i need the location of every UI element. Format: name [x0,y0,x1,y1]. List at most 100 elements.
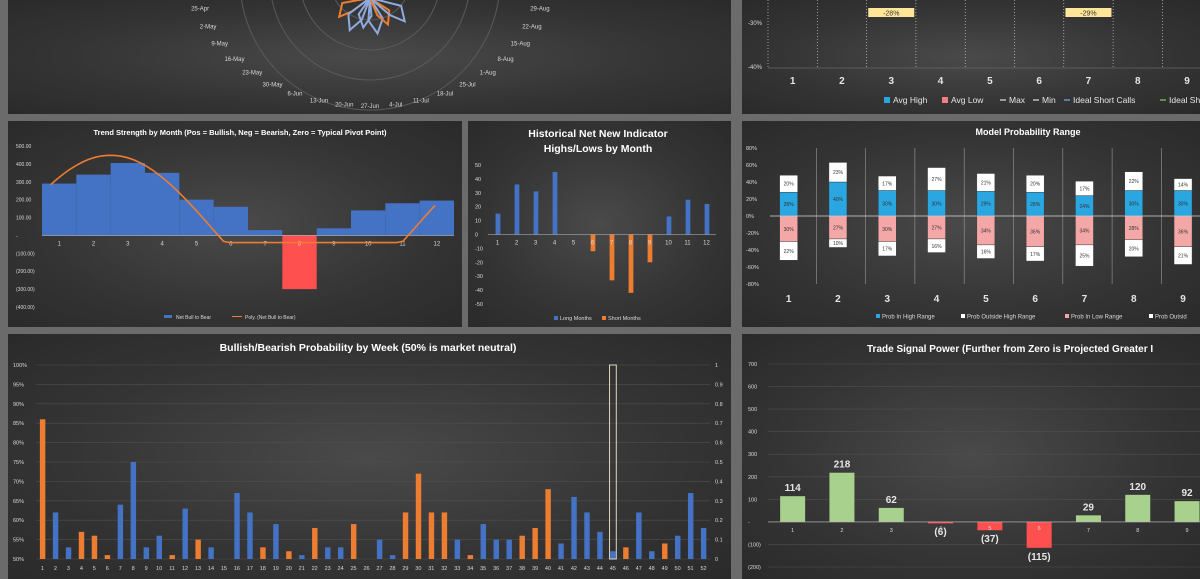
legend-label: Min [1042,95,1056,105]
legend-swatch [1149,314,1153,318]
bar [977,521,1003,531]
x-tick: 11 [399,241,406,247]
data-label: 36% [1178,229,1189,235]
data-label: 29% [981,202,992,208]
bar [415,473,422,559]
data-label: 30% [882,227,893,233]
x-tick: 48 [649,566,655,572]
bar [704,203,710,235]
bar [234,493,240,559]
data-label-box [868,8,915,17]
radar-label: 18-Jul [437,92,453,98]
bar [260,547,266,559]
bar [597,531,603,559]
x-tick: 47 [636,566,642,572]
x-tick: 24 [338,566,344,572]
bar [700,527,707,559]
radar-label: 6-Jun [287,92,302,98]
y-tick: 200 [748,475,757,481]
radar-label: 2-May [200,25,217,31]
bar [156,535,162,559]
x-tick: 1 [791,528,794,534]
radar-ring [271,0,469,81]
x-tick: 45 [610,566,616,572]
data-label: 62 [886,495,898,506]
bar [780,496,806,522]
stacked-segment [878,175,897,191]
x-tick: 2 [835,294,841,305]
radar-petal [369,0,391,27]
radar-ring [241,0,499,111]
x-tick: 3 [890,528,893,534]
x-tick: 4 [934,294,940,305]
y-tick: -20% [746,231,759,237]
x-tick: 19 [273,566,279,572]
stacked-segment [1124,239,1143,258]
legend-label: Prob Outsid [1155,315,1187,321]
x-tick: 5 [93,566,96,572]
data-label: 120 [1129,482,1146,493]
y-tick: 10 [475,219,481,225]
bar [110,162,145,236]
chart-title: Trend Strength by Month (Pos = Bullish, … [93,128,387,137]
y-tick: 20 [475,205,481,211]
y2-tick: 0.1 [715,538,723,544]
stacked-segment [878,241,897,257]
bar [419,200,454,236]
data-label: 27% [932,177,943,183]
legend-label: Net Bull to Bear [176,315,211,321]
bar [351,210,386,236]
x-tick: 11 [169,566,175,572]
bar [208,547,214,559]
x-tick: 34 [467,566,473,572]
y-tick: 40 [475,177,481,183]
x-tick: 6 [1036,76,1042,87]
bar [247,512,253,559]
data-label: (37) [981,534,999,545]
x-tick: 32 [441,566,447,572]
data-label: 30% [784,227,795,233]
x-tick: 2 [92,241,96,247]
data-label-box [1065,8,1112,17]
data-label: 14% [1178,183,1189,189]
bar [685,199,691,235]
data-label: 17% [1030,252,1041,258]
bar [495,213,501,235]
bar [76,174,111,236]
y-tick: -50 [475,302,483,308]
chart-title: Historical Net New Indicator [528,128,667,140]
x-tick: 7 [1087,528,1090,534]
bar [179,199,214,236]
y-tick: 65% [13,499,24,505]
net-new-chart: Historical Net New Indicator Highs/Lows b… [475,128,716,322]
radar-label: 16-May [224,57,244,63]
data-label: 34% [1079,228,1090,234]
x-tick: 37 [506,566,512,572]
data-label: 23% [833,170,844,176]
y-tick: - [748,520,750,526]
x-tick: 46 [623,566,629,572]
x-tick: 5 [195,241,199,247]
bar [286,551,292,559]
chart-title: Bullish/Bearish Probability by Week (50%… [220,342,517,354]
y-tick: 100 [748,497,757,503]
legend-label: Avg High [893,95,928,105]
bar [662,543,668,559]
bar [666,216,672,235]
data-label: 30% [1178,201,1189,207]
legend-swatch [942,97,948,103]
x-tick: 2 [515,241,519,247]
data-label: 16% [981,250,992,256]
x-tick: 8 [1135,76,1141,87]
legend-label: Ideal Sh [1169,95,1200,105]
bar [454,539,461,559]
legend-label: Long Months [560,316,592,322]
data-label: -28% [883,11,899,18]
data-label: 20% [1030,182,1041,188]
x-tick: 15 [221,566,227,572]
bar [519,535,525,559]
radar-label: 15-Aug [511,42,530,48]
radar-petal [367,0,384,36]
x-tick: 22 [312,566,318,572]
x-tick: 11 [684,241,691,247]
